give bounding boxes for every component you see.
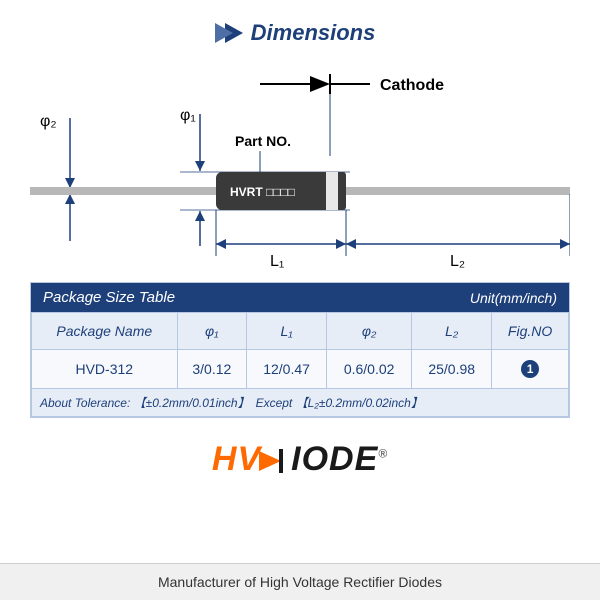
col-phi1: φ₁ bbox=[177, 313, 247, 350]
phi2-label: φ₂ bbox=[40, 113, 57, 130]
table-head-row: Package Name φ₁ L₁ φ₂ L₂ Fig.NO bbox=[32, 313, 569, 350]
part-no-label: Part NO. bbox=[235, 133, 291, 149]
header-arrow-icon bbox=[225, 23, 243, 43]
cell-L1: 12/0.47 bbox=[247, 350, 327, 389]
header-title: Dimensions bbox=[251, 20, 376, 46]
table-header-bar: Package Size Table Unit(mm/inch) bbox=[31, 283, 569, 312]
table-unit: Unit(mm/inch) bbox=[470, 290, 557, 306]
cell-L2: 25/0.98 bbox=[412, 350, 492, 389]
diode-svg: Cathode φ₂ φ₁ Part NO. bbox=[30, 66, 570, 276]
registered-icon: ® bbox=[378, 447, 388, 461]
tolerance-note: About Tolerance: 【±0.2mm/0.01inch】 Excep… bbox=[31, 389, 569, 417]
footer-text: Manufacturer of High Voltage Rectifier D… bbox=[158, 574, 442, 590]
logo-iode: IODE bbox=[291, 440, 378, 478]
col-figno: Fig.NO bbox=[492, 313, 569, 350]
cell-figno: 1 bbox=[492, 350, 569, 389]
logo-arrow-icon bbox=[257, 447, 295, 475]
cell-package-name: HVD-312 bbox=[32, 350, 178, 389]
page-container: Dimensions Cathode φ₂ φ₁ Par bbox=[0, 0, 600, 600]
logo-hv: HV bbox=[212, 440, 261, 478]
fig-number-icon: 1 bbox=[521, 360, 539, 378]
cathode-label: Cathode bbox=[380, 77, 444, 94]
body-text: HVRT □□□□ bbox=[230, 185, 295, 199]
L1-label: L₁ bbox=[270, 253, 284, 270]
logo: HV IODE® bbox=[30, 440, 570, 479]
col-package-name: Package Name bbox=[32, 313, 178, 350]
header: Dimensions bbox=[30, 20, 570, 46]
col-L2: L₂ bbox=[412, 313, 492, 350]
cell-phi2: 0.6/0.02 bbox=[327, 350, 412, 389]
table-row: HVD-312 3/0.12 12/0.47 0.6/0.02 25/0.98 … bbox=[32, 350, 569, 389]
phi1-label: φ₁ bbox=[180, 107, 196, 124]
col-phi2: φ₂ bbox=[327, 313, 412, 350]
dimension-diagram: Cathode φ₂ φ₁ Part NO. bbox=[30, 66, 570, 276]
cell-phi1: 3/0.12 bbox=[177, 350, 247, 389]
footer-bar: Manufacturer of High Voltage Rectifier D… bbox=[0, 563, 600, 600]
data-table: Package Name φ₁ L₁ φ₂ L₂ Fig.NO HVD-312 … bbox=[31, 312, 569, 389]
package-size-table: Package Size Table Unit(mm/inch) Package… bbox=[30, 282, 570, 418]
table-title: Package Size Table bbox=[43, 289, 175, 306]
col-L1: L₁ bbox=[247, 313, 327, 350]
L2-label: L₂ bbox=[450, 253, 465, 270]
